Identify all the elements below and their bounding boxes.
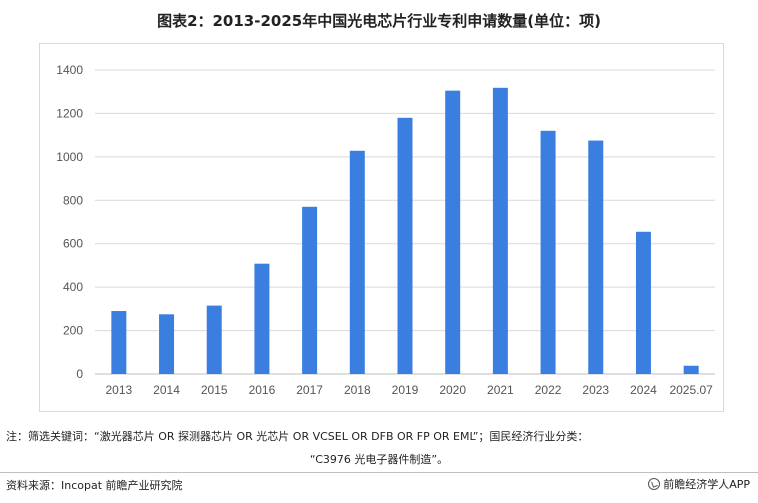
x-tick-label: 2017 — [296, 383, 323, 397]
y-tick-label: 1400 — [56, 63, 83, 77]
bar-2016 — [254, 263, 270, 374]
x-tick-label: 2019 — [392, 383, 419, 397]
x-tick-label: 2023 — [582, 383, 609, 397]
chart-frame: 0 200 400 600 800 1000 1200 1400 2013 2014 2015 20… — [39, 43, 724, 412]
bar-2023 — [588, 140, 604, 374]
bar-2018 — [349, 150, 365, 374]
x-tick-label: 2024 — [630, 383, 657, 397]
bar-2024 — [635, 231, 651, 374]
y-tick-label: 1200 — [56, 106, 83, 120]
bar-2020 — [445, 90, 461, 374]
y-tick-label: 200 — [63, 324, 83, 338]
x-tick-label: 2020 — [439, 383, 466, 397]
bar-2013 — [111, 311, 127, 374]
x-tick-label: 2025.07 — [669, 383, 713, 397]
y-tick-label: 800 — [63, 193, 83, 207]
brand-credit: 前瞻经济学人APP — [648, 476, 750, 492]
bar-2022 — [540, 130, 556, 374]
x-tick-label: 2018 — [344, 383, 371, 397]
bars — [111, 87, 699, 375]
bar-2017 — [302, 206, 318, 374]
y-tick-label: 600 — [63, 237, 83, 251]
bar-2021 — [492, 87, 508, 374]
y-tick-label: 400 — [63, 280, 83, 294]
x-tick-label: 2013 — [105, 383, 132, 397]
bar-2015 — [206, 305, 222, 374]
y-tick-labels: 0 200 400 600 800 1000 1200 1400 — [56, 63, 83, 381]
bar-2025.07 — [683, 365, 699, 374]
x-tick-label: 2021 — [487, 383, 514, 397]
y-tick-label: 0 — [76, 367, 83, 381]
x-tick-label: 2016 — [249, 383, 276, 397]
x-tick-labels: 2013 2014 2015 2016 2017 2018 2019 2020 2021 2022… — [105, 383, 713, 397]
brand-name: 前瞻经济学人APP — [663, 478, 750, 491]
x-tick-label: 2022 — [535, 383, 562, 397]
industry-note: “C3976 光电子器件制造”。 — [309, 453, 449, 466]
x-tick-label: 2015 — [201, 383, 228, 397]
source-text: 资料来源：Incopat 前瞻产业研究院 — [6, 479, 183, 492]
filter-note: 注：筛选关键词：“激光器芯片 OR 探测器芯片 OR 光芯片 OR VCSEL … — [6, 430, 589, 443]
footer-divider — [0, 472, 758, 473]
y-tick-label: 1000 — [56, 150, 83, 164]
page-title: 图表2：2013-2025年中国光电芯片行业专利申请数量(单位：项) — [157, 12, 601, 30]
brand-logo-icon — [648, 478, 661, 490]
bar-2014 — [159, 314, 175, 374]
x-tick-label: 2014 — [153, 383, 180, 397]
bar-2019 — [397, 117, 413, 375]
